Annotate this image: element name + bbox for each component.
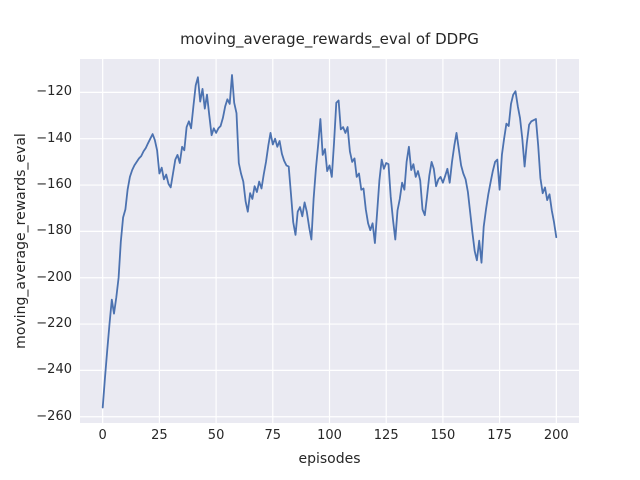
x-tick-label: 100 <box>317 428 342 443</box>
x-tick-label: 0 <box>98 428 107 443</box>
x-tick-label: 200 <box>543 428 569 443</box>
x-tick-label: 125 <box>373 428 399 443</box>
x-tick-label: 25 <box>151 428 168 443</box>
reward-line <box>101 74 558 409</box>
y-tick-label: −220 <box>36 316 72 332</box>
x-tick-label: 50 <box>207 428 225 443</box>
x-tick-label: 75 <box>264 428 282 443</box>
x-tick-label: 150 <box>430 428 456 443</box>
x-tick-label: 175 <box>487 428 513 443</box>
x-axis-label: episodes <box>298 451 361 467</box>
y-tick-label: −180 <box>36 223 72 239</box>
y-tick-label: −120 <box>36 84 72 100</box>
y-tick-label: −200 <box>36 269 72 285</box>
y-tick-label: −240 <box>36 362 72 378</box>
chart-title: moving_average_rewards_eval of DDPG <box>180 30 479 48</box>
y-tick-label: −160 <box>36 177 72 193</box>
y-tick-label: −260 <box>36 408 72 424</box>
y-tick-label: −140 <box>36 130 72 146</box>
